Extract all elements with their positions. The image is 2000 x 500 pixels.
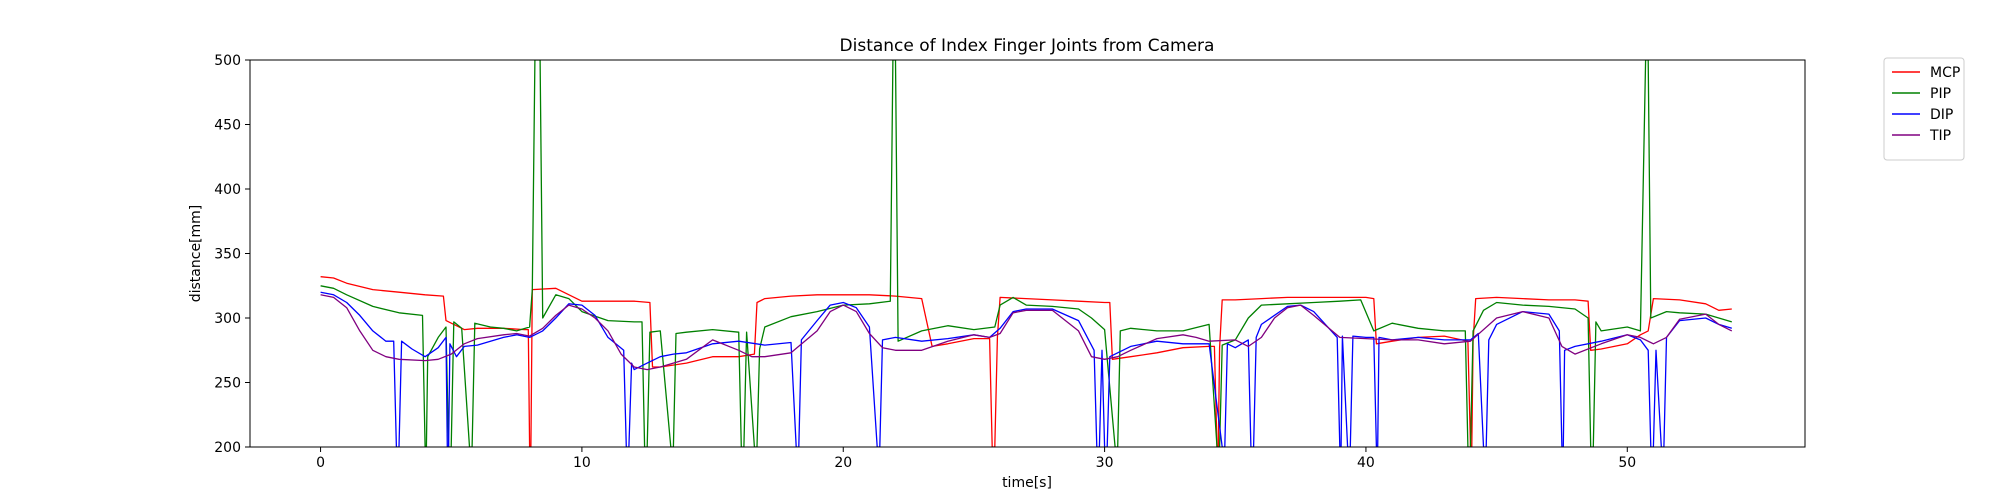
x-axis-label: time[s] (1002, 475, 1052, 491)
y-tick-label: 300 (214, 311, 241, 327)
x-tick-label: 10 (573, 455, 591, 471)
chart-title: Distance of Index Finger Joints from Cam… (840, 36, 1215, 56)
series-line-pip (320, 60, 1732, 447)
series-layer (320, 60, 1733, 447)
y-tick-label: 200 (214, 440, 241, 456)
legend-label-tip: TIP (1929, 128, 1951, 144)
x-tick-label: 40 (1357, 455, 1375, 471)
y-axis-label: distance[mm] (188, 205, 204, 303)
legend-label-pip: PIP (1930, 86, 1951, 102)
legend-label-mcp: MCP (1930, 65, 1960, 81)
y-tick-label: 250 (214, 376, 241, 392)
x-tick-label: 0 (316, 455, 325, 471)
y-tick-label: 350 (214, 247, 241, 263)
x-tick-label: 30 (1096, 455, 1114, 471)
series-line-dip (320, 291, 1732, 447)
x-tick-label: 20 (834, 455, 852, 471)
y-tick-label: 500 (214, 53, 241, 69)
y-tick-label: 450 (214, 118, 241, 134)
legend: MCP PIP DIP TIP (1883, 57, 1965, 161)
axes-layer: 0 10 20 30 40 50 200 250 300 350 400 450 500 (214, 53, 1806, 471)
x-tick-label: 50 (1618, 455, 1636, 471)
plot-frame (249, 59, 1806, 448)
y-tick-label: 400 (214, 182, 241, 198)
legend-label-dip: DIP (1930, 107, 1953, 123)
series-line-mcp (320, 276, 1732, 447)
series-line-tip (320, 294, 1733, 371)
